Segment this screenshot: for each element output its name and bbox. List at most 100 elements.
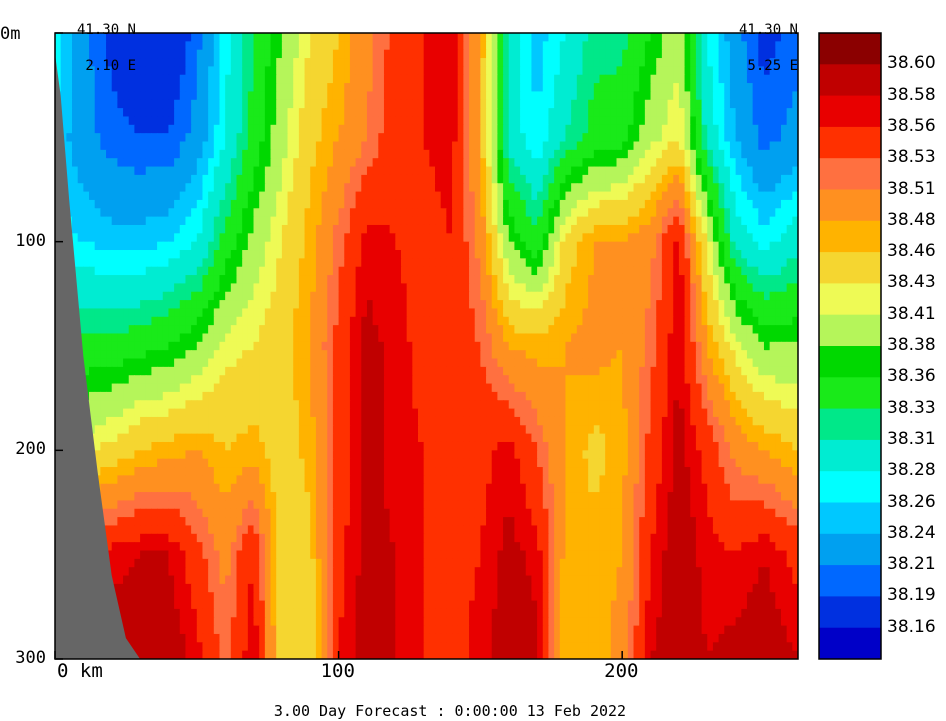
field-cell [537, 208, 544, 218]
field-cell [406, 133, 413, 143]
field-cell [469, 216, 476, 226]
field-cell [287, 199, 294, 209]
field-cell [264, 141, 272, 151]
field-cell [72, 133, 79, 143]
field-cell [758, 258, 765, 268]
field-cell [548, 275, 555, 284]
field-cell [786, 58, 793, 67]
field-cell [361, 300, 368, 310]
field-cell [395, 224, 402, 234]
field-cell [724, 224, 731, 234]
field-cell [366, 158, 374, 168]
field-cell [236, 308, 243, 318]
field-cell [417, 133, 425, 143]
field-cell [548, 300, 555, 310]
field-cell [395, 99, 402, 109]
field-cell [542, 300, 550, 310]
field-cell [179, 99, 187, 109]
field-cell [117, 149, 124, 159]
field-cell [151, 108, 158, 118]
field-cell [786, 275, 793, 284]
field-cell [667, 174, 674, 184]
field-cell [650, 266, 657, 276]
field-cell [327, 74, 334, 84]
field-cell [667, 83, 674, 93]
field-cell [656, 291, 663, 301]
field-cell [741, 224, 748, 234]
field-cell [242, 91, 249, 101]
field-cell [208, 241, 215, 251]
field-cell [639, 233, 646, 243]
field-cell [423, 149, 430, 159]
field-cell [230, 74, 238, 84]
field-cell [253, 33, 260, 42]
field-cell [208, 99, 215, 109]
field-cell [565, 124, 572, 134]
field-cell [463, 174, 470, 184]
field-cell [593, 66, 601, 76]
field-cell [338, 58, 345, 67]
field-cell [344, 300, 351, 310]
field-cell [361, 333, 368, 343]
field-cell [520, 341, 527, 351]
field-cell [531, 233, 538, 243]
field-cell [520, 183, 527, 193]
field-cell [123, 333, 130, 343]
field-cell [780, 300, 788, 310]
field-cell [298, 333, 306, 343]
field-cell [145, 258, 153, 268]
field-cell [712, 191, 720, 201]
field-cell [786, 316, 793, 326]
field-cell [315, 158, 323, 168]
field-cell [134, 49, 141, 59]
field-cell [605, 333, 612, 343]
field-cell [763, 41, 771, 51]
field-cell [349, 91, 357, 101]
field-cell [349, 74, 357, 84]
field-cell [656, 266, 663, 276]
field-cell [111, 191, 118, 201]
field-cell [259, 74, 266, 84]
field-cell [344, 250, 351, 259]
field-cell [440, 275, 447, 284]
field-cell [219, 208, 226, 218]
field-cell [230, 124, 238, 134]
field-cell [168, 41, 175, 51]
field-cell [639, 199, 646, 209]
field-cell [474, 300, 481, 310]
field-cell [650, 116, 657, 126]
field-cell [446, 49, 453, 59]
field-cell [741, 99, 748, 109]
field-cell [310, 91, 317, 101]
field-cell [446, 58, 453, 67]
field-cell [94, 116, 101, 126]
field-cell [452, 191, 459, 201]
field-cell [185, 174, 192, 184]
field-cell [650, 341, 657, 351]
field-cell [769, 133, 776, 143]
field-cell [100, 99, 107, 109]
field-cell [548, 308, 555, 318]
field-cell [298, 183, 306, 193]
field-cell [100, 108, 107, 118]
field-cell [616, 275, 623, 284]
field-cell [644, 191, 652, 201]
field-cell [185, 325, 192, 335]
field-cell [503, 325, 510, 335]
field-cell [100, 233, 107, 243]
field-cell [117, 33, 124, 42]
field-cell [537, 266, 544, 276]
field-cell [423, 199, 430, 209]
field-cell [656, 66, 663, 76]
field-cell [89, 341, 96, 351]
field-cell [554, 183, 561, 193]
field-cell [128, 258, 136, 268]
field-cell [259, 316, 266, 326]
field-cell [701, 108, 708, 118]
field-cell [429, 316, 436, 326]
field-cell [729, 58, 737, 67]
field-cell [383, 99, 391, 109]
field-cell [230, 291, 238, 301]
field-cell [656, 250, 663, 259]
field-cell [752, 74, 759, 84]
